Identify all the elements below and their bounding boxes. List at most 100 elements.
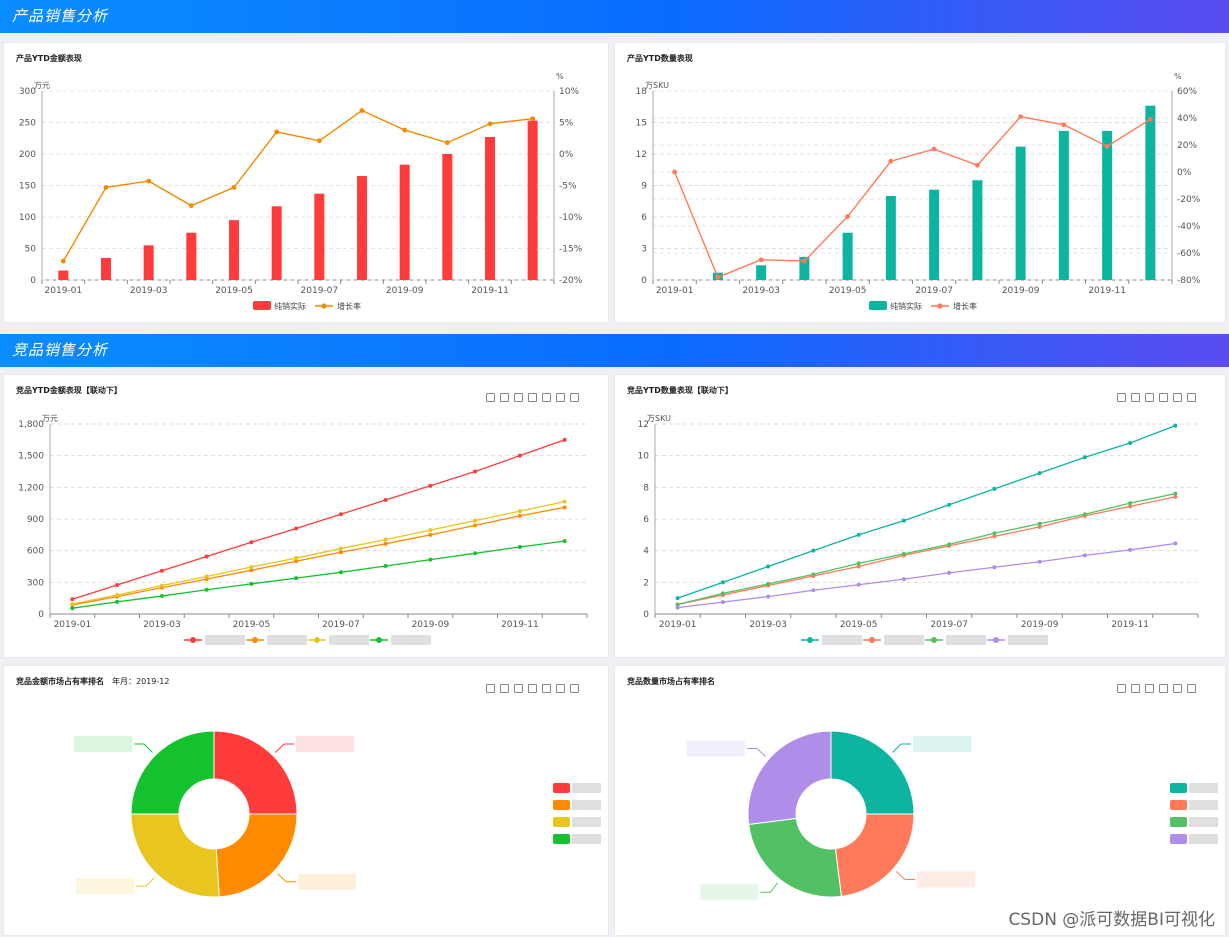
series-point [856, 532, 861, 537]
series-line [677, 493, 1176, 606]
y-right-tick-label: -20% [1177, 195, 1201, 205]
x-tick-label: 2019-05 [215, 286, 253, 296]
series-point [517, 509, 522, 514]
growth-point [715, 274, 721, 280]
panel-title: 竞品YTD数量表现【联动下】 [627, 386, 733, 395]
x-tick-label: 2019-07 [915, 286, 953, 296]
legend-swatch [314, 637, 320, 643]
zoom-reset-icon[interactable] [500, 684, 509, 693]
series-point [992, 486, 997, 491]
series-point [1082, 512, 1087, 517]
pie-slice [130, 813, 220, 898]
series-point [294, 576, 299, 581]
series-point [901, 551, 906, 556]
pie-label-redacted [686, 740, 745, 757]
zoom-icon[interactable] [1117, 684, 1126, 693]
bar [271, 206, 282, 280]
save-image-icon[interactable] [1187, 684, 1196, 693]
y-tick-label: 18 [636, 87, 648, 97]
x-tick-label: 2019-05 [233, 620, 271, 630]
series-point [428, 532, 433, 537]
y-tick-label: 200 [19, 150, 36, 160]
legend-swatch [869, 301, 887, 310]
series-point [947, 542, 952, 547]
legend-swatch [869, 637, 875, 643]
section-banner-product: 产品销售分析 [0, 0, 1229, 33]
restore-icon[interactable] [556, 684, 565, 693]
y-tick-label: 6 [643, 515, 649, 525]
bar [1058, 130, 1069, 280]
legend-label-redacted [884, 635, 924, 645]
series-point [428, 483, 433, 488]
pie-label-line [892, 743, 912, 753]
y-tick-label: 0 [30, 276, 36, 286]
bar-chart-icon[interactable] [528, 684, 537, 693]
x-tick-label: 2019-09 [412, 620, 450, 630]
series-point [338, 550, 343, 555]
y-right-tick-label: 0% [1177, 168, 1192, 178]
line-chart-icon[interactable] [514, 393, 523, 402]
save-image-icon[interactable] [1187, 393, 1196, 402]
series-point [562, 499, 567, 504]
growth-point [359, 108, 365, 113]
save-image-icon[interactable] [570, 684, 579, 693]
series-point [338, 546, 343, 551]
legend-label-redacted [1189, 834, 1218, 844]
zoom-reset-icon[interactable] [500, 393, 509, 402]
y-right-unit: % [1174, 72, 1182, 81]
series-point [428, 557, 433, 562]
y-tick-label: 0 [38, 610, 44, 620]
bar-chart-icon[interactable] [1159, 393, 1168, 402]
y-right-tick-label: -40% [1177, 222, 1201, 232]
restore-icon[interactable] [556, 393, 565, 402]
series-point [1037, 521, 1042, 526]
y-tick-label: 10 [638, 452, 650, 462]
x-tick-label: 2019-11 [471, 286, 509, 296]
growth-point [1104, 143, 1110, 149]
bar [314, 193, 325, 280]
y-tick-label: 12 [638, 420, 649, 430]
series-point [947, 570, 952, 575]
bar-chart-icon[interactable] [1159, 684, 1168, 693]
series-point [294, 556, 299, 561]
series-point [766, 564, 771, 569]
x-tick-label: 2019-05 [840, 620, 878, 630]
y-right-tick-label: 0% [559, 150, 574, 160]
watermark: CSDN @派可数据BI可视化 [1008, 910, 1215, 930]
restore-icon[interactable] [1173, 684, 1182, 693]
legend-label-redacted [822, 635, 862, 645]
growth-point [1147, 116, 1153, 122]
restore-icon[interactable] [1173, 393, 1182, 402]
zoom-icon[interactable] [1117, 393, 1126, 402]
zoom-reset-icon[interactable] [1131, 684, 1140, 693]
stack-icon[interactable] [542, 684, 551, 693]
legend-label-redacted [205, 635, 245, 645]
line-chart-icon[interactable] [1145, 393, 1154, 402]
series-point [383, 537, 388, 542]
series-point [947, 502, 952, 507]
bar-chart-icon[interactable] [528, 393, 537, 402]
series-point [115, 599, 120, 604]
panel-title: 产品YTD数量表现 [627, 54, 693, 63]
panel-product-amount: 产品YTD金额表现 0 50 100 150 200 250 300 -20% -15% -10%… [3, 42, 609, 323]
growth-point [974, 162, 980, 168]
series-point [70, 606, 75, 611]
legend-label: 增长率 [337, 301, 361, 311]
legend-label: 纯销实际 [274, 301, 306, 311]
stack-icon[interactable] [542, 393, 551, 402]
series-point [1173, 491, 1178, 496]
line-chart-icon[interactable] [1145, 684, 1154, 693]
bar [229, 220, 239, 280]
zoom-reset-icon[interactable] [1131, 393, 1140, 402]
y-right-tick-label: 60% [1177, 87, 1197, 97]
line-chart-icon[interactable] [514, 684, 523, 693]
x-tick-label: 2019-07 [322, 620, 360, 630]
series-point [383, 498, 388, 502]
legend-swatch [190, 637, 196, 643]
y-unit: 万元 [42, 414, 58, 423]
save-image-icon[interactable] [570, 393, 579, 402]
y-tick-label: 4 [643, 547, 649, 557]
zoom-icon[interactable] [486, 684, 495, 693]
zoom-icon[interactable] [486, 393, 495, 402]
chart-toolbox [1117, 393, 1196, 402]
